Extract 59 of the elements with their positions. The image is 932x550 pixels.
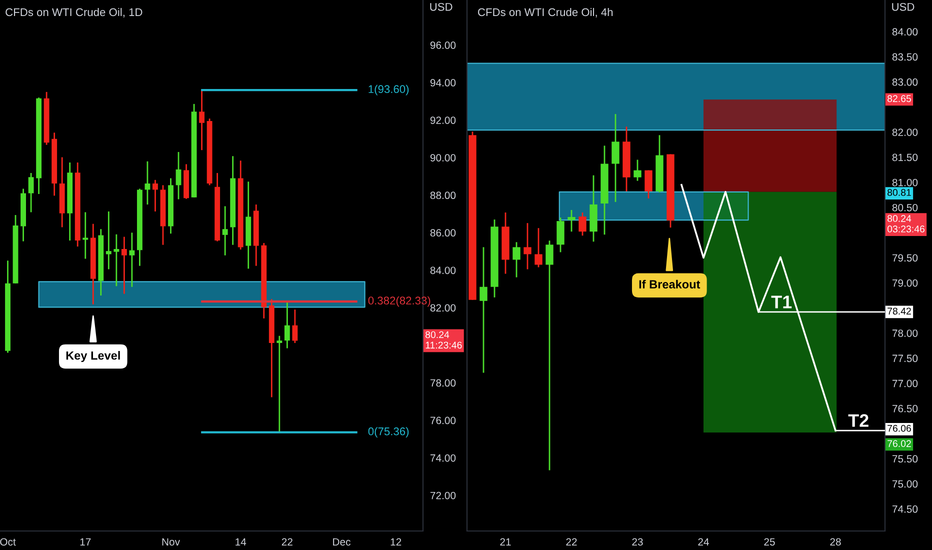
x-tick-label: 25 <box>764 538 775 546</box>
y-tick-label: 81.00 <box>892 178 918 186</box>
x-tick-label: Oct <box>0 538 16 546</box>
y-tick-label: 96.00 <box>430 42 456 49</box>
text: 80.24 03:23:46 <box>887 215 924 232</box>
y-tick-label: 74.00 <box>430 454 456 462</box>
text: 80.81 <box>888 189 911 196</box>
text: 80.24 11:23:46 <box>426 331 462 349</box>
y-axis-title: USD <box>892 2 914 11</box>
y-tick-label: 79.00 <box>892 279 918 287</box>
y-tick-label: 76.50 <box>892 404 918 412</box>
y-tick-label: 82.00 <box>430 304 456 312</box>
x-tick-label: 14 <box>236 538 246 546</box>
text: 76.02 <box>888 440 911 448</box>
text: 76.06 <box>888 424 911 432</box>
y-tick-label: 86.00 <box>430 229 456 237</box>
ref-line-label: 0.382(82.33) <box>368 296 430 307</box>
y-tick-label: 79.50 <box>892 254 918 262</box>
x-tick-label: 22 <box>566 538 577 546</box>
annotation: Key Level <box>66 351 120 362</box>
annotation: If Breakout <box>639 280 700 289</box>
y-axis-title: USD <box>430 2 452 11</box>
y-tick-label: 90.00 <box>430 154 456 162</box>
y-tick-label: 75.50 <box>892 455 918 463</box>
y-tick-label: 72.00 <box>430 492 456 500</box>
y-tick-label: 84.00 <box>892 28 918 36</box>
y-tick-label: 77.00 <box>892 380 918 388</box>
y-tick-label: 80.50 <box>892 204 918 212</box>
x-tick-label: 12 <box>390 538 402 546</box>
y-tick-label: 76.00 <box>430 416 456 424</box>
x-tick-label: 22 <box>282 538 292 546</box>
y-tick-label: 78.00 <box>430 379 456 387</box>
x-tick-label: Dec <box>333 538 350 546</box>
ref-line-label: T1 <box>771 296 792 308</box>
x-tick-label: 17 <box>80 538 91 546</box>
x-tick-label: 21 <box>500 538 511 546</box>
ref-line-label: 0(75.36) <box>368 427 409 438</box>
y-tick-label: 77.50 <box>892 354 918 362</box>
y-tick-label: 75.00 <box>892 480 918 488</box>
x-tick-label: Nov <box>162 538 180 546</box>
x-tick-label: 28 <box>830 538 841 546</box>
x-tick-label: 24 <box>698 538 709 546</box>
y-tick-label: 83.00 <box>892 78 918 86</box>
text: 82.65 <box>888 95 912 102</box>
y-tick-label: 78.00 <box>892 330 918 337</box>
text: CFDs on WTI Crude Oil, 1D <box>6 8 142 18</box>
y-tick-label: 81.50 <box>892 154 918 162</box>
y-tick-label: 92.00 <box>430 116 456 124</box>
ref-line-label: T2 <box>848 414 868 427</box>
y-tick-label: 82.00 <box>892 128 918 136</box>
y-tick-label: 83.50 <box>892 53 918 61</box>
y-tick-label: 94.00 <box>430 79 456 86</box>
y-tick-label: 84.00 <box>430 266 456 274</box>
ref-line-label: 1(93.60) <box>368 84 409 96</box>
y-tick-label: 88.00 <box>430 192 456 200</box>
y-tick-label: 74.50 <box>892 505 918 513</box>
text: CFDs on WTI Crude Oil, 4h <box>478 8 613 18</box>
text: 78.42 <box>888 308 911 315</box>
x-tick-label: 23 <box>632 538 643 546</box>
